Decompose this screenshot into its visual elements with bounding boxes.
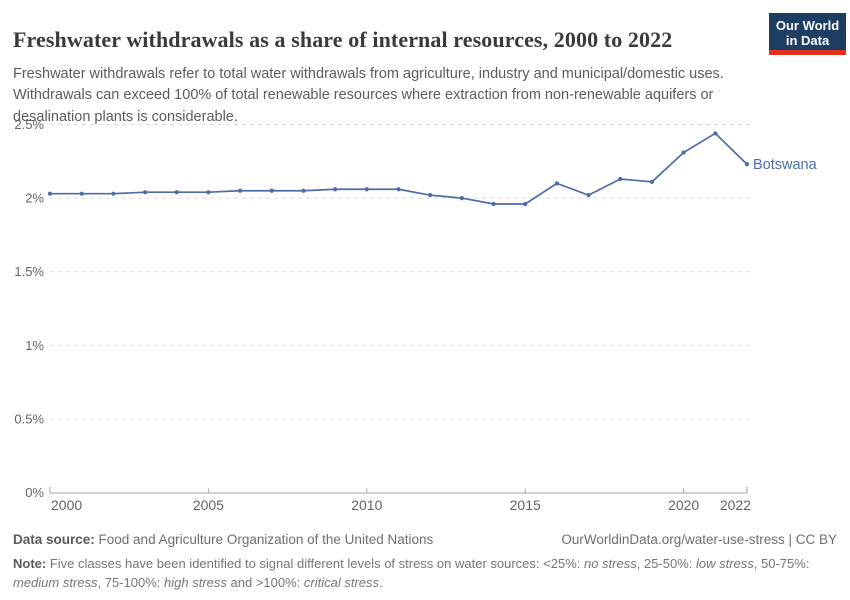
- y-tick-label-2.5%: 2.5%: [14, 117, 44, 132]
- y-tick-label-0.5%: 0.5%: [14, 411, 44, 426]
- data-point-2007[interactable]: [269, 188, 274, 193]
- note-italic-segment: high stress: [164, 575, 227, 590]
- data-point-2012[interactable]: [428, 193, 433, 198]
- data-source: Data source: Food and Agriculture Organi…: [13, 531, 433, 548]
- data-point-2022[interactable]: [744, 162, 750, 167]
- x-tick-label-2010: 2010: [351, 497, 382, 513]
- footer-source-row: Data source: Food and Agriculture Organi…: [13, 531, 837, 548]
- owid-logo[interactable]: Our World in Data: [769, 13, 846, 55]
- x-tick-label-2022: 2022: [720, 497, 751, 513]
- data-point-2019[interactable]: [649, 179, 655, 185]
- owid-logo-line1: Our World: [775, 18, 840, 33]
- note-segment: and >100%:: [226, 575, 304, 590]
- chart-note: Note: Five classes have been identified …: [13, 554, 837, 592]
- data-point-2008[interactable]: [301, 188, 306, 193]
- note-label: Note:: [13, 556, 50, 571]
- data-point-2006[interactable]: [237, 188, 243, 193]
- note-segment: .: [379, 575, 383, 590]
- series-label-botswana[interactable]: Botswana: [753, 157, 818, 173]
- x-tick-label-2000: 2000: [51, 497, 82, 513]
- note-italic-segment: low stress: [696, 556, 754, 571]
- y-tick-label-0%: 0%: [25, 485, 44, 500]
- x-tick-label-2005: 2005: [193, 497, 224, 513]
- note-italic-segment: critical stress: [303, 575, 380, 590]
- x-tick-label-2015: 2015: [510, 497, 541, 513]
- data-point-2017[interactable]: [586, 193, 591, 198]
- data-point-2016[interactable]: [554, 181, 560, 186]
- chart-note-text: Five classes have been identified to sig…: [13, 556, 809, 590]
- chart-subtitle: Freshwater withdrawals refer to total wa…: [13, 65, 724, 125]
- data-point-2020[interactable]: [681, 150, 686, 155]
- data-point-2004[interactable]: [174, 190, 179, 195]
- data-point-2000[interactable]: [47, 191, 53, 196]
- data-point-2009[interactable]: [333, 187, 338, 192]
- data-point-2003[interactable]: [142, 190, 148, 195]
- note-segment: , 25-50%:: [636, 556, 696, 571]
- y-tick-label-1.5%: 1.5%: [14, 264, 44, 279]
- data-source-label: Data source:: [13, 532, 95, 547]
- data-point-2010[interactable]: [364, 187, 369, 192]
- y-tick-label-1%: 1%: [25, 338, 44, 353]
- series-line-botswana[interactable]: [49, 132, 748, 205]
- data-point-2021[interactable]: [713, 131, 718, 136]
- note-italic-segment: no stress: [583, 556, 637, 571]
- data-point-2015[interactable]: [523, 201, 528, 207]
- owid-logo-line2: in Data: [785, 33, 830, 48]
- data-point-2001[interactable]: [79, 191, 84, 196]
- data-point-2011[interactable]: [396, 187, 401, 192]
- note-segment: Five classes have been identified to sig…: [49, 556, 584, 571]
- note-italic-segment: medium stress: [13, 575, 98, 590]
- data-point-2005[interactable]: [206, 190, 211, 195]
- note-segment: , 75-100%:: [97, 575, 165, 590]
- data-point-2002[interactable]: [111, 191, 116, 196]
- data-point-2018[interactable]: [618, 176, 623, 182]
- data-point-2014[interactable]: [491, 201, 496, 207]
- x-tick-label-2020: 2020: [668, 497, 699, 513]
- note-segment: , 50-75%:: [753, 556, 810, 571]
- page-title: Freshwater withdrawals as a share of int…: [13, 26, 673, 52]
- data-source-text: Food and Agriculture Organization of the…: [94, 532, 434, 547]
- data-point-2013[interactable]: [459, 196, 464, 201]
- owid-license-link[interactable]: OurWorldinData.org/water-use-stress | CC…: [561, 532, 837, 547]
- y-tick-label-2%: 2%: [25, 191, 44, 206]
- owid-logo-stripe: [769, 50, 846, 55]
